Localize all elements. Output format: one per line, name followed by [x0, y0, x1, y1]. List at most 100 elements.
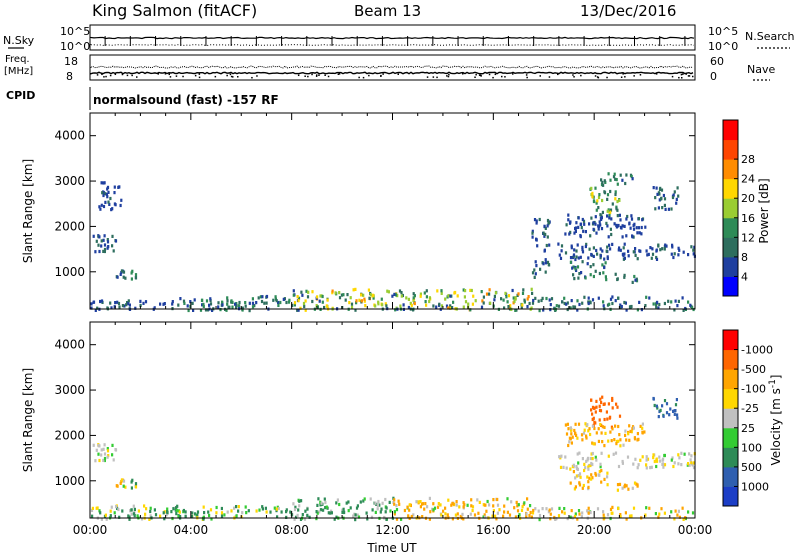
velocity-echo-cell: [576, 436, 579, 440]
power-echo-cell: [275, 299, 278, 303]
freq-dot: [580, 74, 582, 77]
power-echo-cell: [523, 298, 526, 302]
freq-dot: [446, 75, 448, 77]
velocity-echo-cell: [296, 513, 299, 517]
velocity-echo-cell: [376, 503, 379, 507]
velocity-echo-cell: [589, 456, 592, 461]
power-echo-cell: [162, 302, 165, 306]
velocity-echo-cell: [105, 517, 108, 521]
power-echo-cell: [591, 298, 595, 302]
velocity-echo-cell: [106, 455, 109, 459]
velocity-echo-cell: [636, 432, 639, 436]
velocity-echo-cell: [456, 512, 459, 516]
power-echo-cell: [134, 273, 138, 277]
velocity-echo-cell: [294, 505, 297, 509]
velocity-echo-cell: [235, 505, 238, 509]
velocity-xtick-label-6: 00:00: [678, 523, 713, 537]
velocity-echo-cell: [636, 466, 639, 470]
power-echo-cell: [306, 295, 310, 299]
velocity-echo-cell: [498, 508, 501, 512]
power-echo-cell: [560, 244, 564, 248]
power-echo-cell: [349, 296, 352, 300]
velocity-echo-cell: [341, 510, 344, 514]
velocity-echo-cell: [109, 514, 112, 518]
power-echo-cell: [106, 246, 109, 250]
freq-dot: [337, 73, 340, 76]
velocity-echo-cell: [641, 431, 644, 435]
velocity-echo-cell: [426, 505, 429, 509]
velocity-echo-cell: [576, 452, 579, 456]
power-echo-cell: [595, 248, 598, 253]
velocity-echo-cell: [590, 473, 593, 477]
power-echo-cell: [303, 304, 306, 308]
power-echo-cell: [104, 192, 107, 196]
velocity-echo-cell: [491, 514, 494, 518]
velocity-echo-cell: [110, 505, 113, 509]
velocity-echo-cell: [591, 476, 594, 480]
power-echo-cell: [350, 305, 354, 309]
velocity-echo-cell: [573, 428, 576, 433]
power-echo-cell: [592, 274, 595, 279]
nsky-trace: [90, 36, 695, 40]
velocity-echo-cell: [316, 503, 319, 507]
velocity-echo-cell: [462, 501, 465, 505]
power-echo-cell: [583, 222, 586, 226]
power-echo-cell: [657, 306, 660, 310]
power-echo-cell: [581, 247, 584, 252]
freq-dot: [251, 76, 253, 79]
freq-dot: [548, 76, 551, 78]
power-echo-cell: [134, 306, 137, 310]
velocity-echo-cell: [584, 422, 587, 426]
power-echo-cell: [532, 298, 535, 303]
power-echo-cell: [394, 308, 397, 312]
power-echo-cell: [500, 297, 503, 301]
velocity-echo-cell: [318, 510, 321, 514]
power-echo-cell: [325, 304, 328, 308]
velocity-echo-cell: [514, 515, 517, 519]
velocity-echo-cell: [226, 510, 229, 514]
velocity-echo-cell: [377, 499, 380, 504]
power-echo-cell: [542, 262, 545, 266]
power-echo-cell: [386, 289, 389, 293]
power-echo-cell: [603, 179, 606, 183]
power-echo-cell: [630, 217, 634, 221]
velocity-echo-cell: [559, 465, 563, 469]
velocity-echo-cell: [258, 508, 261, 512]
power-echo-cell: [485, 292, 489, 296]
freq-dot: [688, 75, 691, 77]
power-echo-cell: [615, 207, 618, 211]
power-echo-cell: [567, 213, 570, 217]
power-echo-cell: [677, 246, 680, 250]
power-echo-cell: [583, 295, 586, 299]
velocity-echo-cell: [644, 513, 647, 517]
velocity-echo-cell: [444, 506, 447, 510]
velocity-echo-cell: [580, 515, 583, 519]
power-echo-cell: [619, 218, 622, 222]
power-echo-cell: [521, 303, 524, 307]
power-echo-cell: [641, 218, 644, 222]
freq-dot: [494, 73, 497, 76]
velocity-echo-cell: [153, 508, 156, 512]
power-echo-cell: [452, 300, 455, 304]
power-echo-cell: [219, 308, 222, 312]
power-echo-cell: [398, 289, 402, 293]
power-echo-cell: [564, 232, 567, 236]
power-echo-cell: [566, 301, 569, 305]
power-echo-cell: [677, 299, 680, 303]
velocity-echo-cell: [99, 511, 102, 515]
velocity-echo-cell: [376, 507, 379, 511]
velocity-echo-cell: [237, 509, 240, 513]
power-echo-cell: [618, 213, 621, 217]
power-echo-cell: [125, 303, 128, 307]
power-echo-cell: [187, 308, 190, 313]
velocity-echo-cell: [294, 515, 298, 519]
power-echo-cell: [346, 293, 349, 297]
power-ylabel: Slant Range [km]: [21, 159, 35, 263]
power-echo-cell: [531, 231, 534, 235]
velocity-echo-cell: [566, 422, 569, 426]
power-echo-cell: [171, 300, 174, 304]
velocity-echo-cell: [646, 457, 650, 461]
velocity-echo-cell: [633, 437, 637, 441]
velocity-echo-cell: [661, 462, 665, 466]
velocity-echo-cell: [603, 477, 606, 481]
